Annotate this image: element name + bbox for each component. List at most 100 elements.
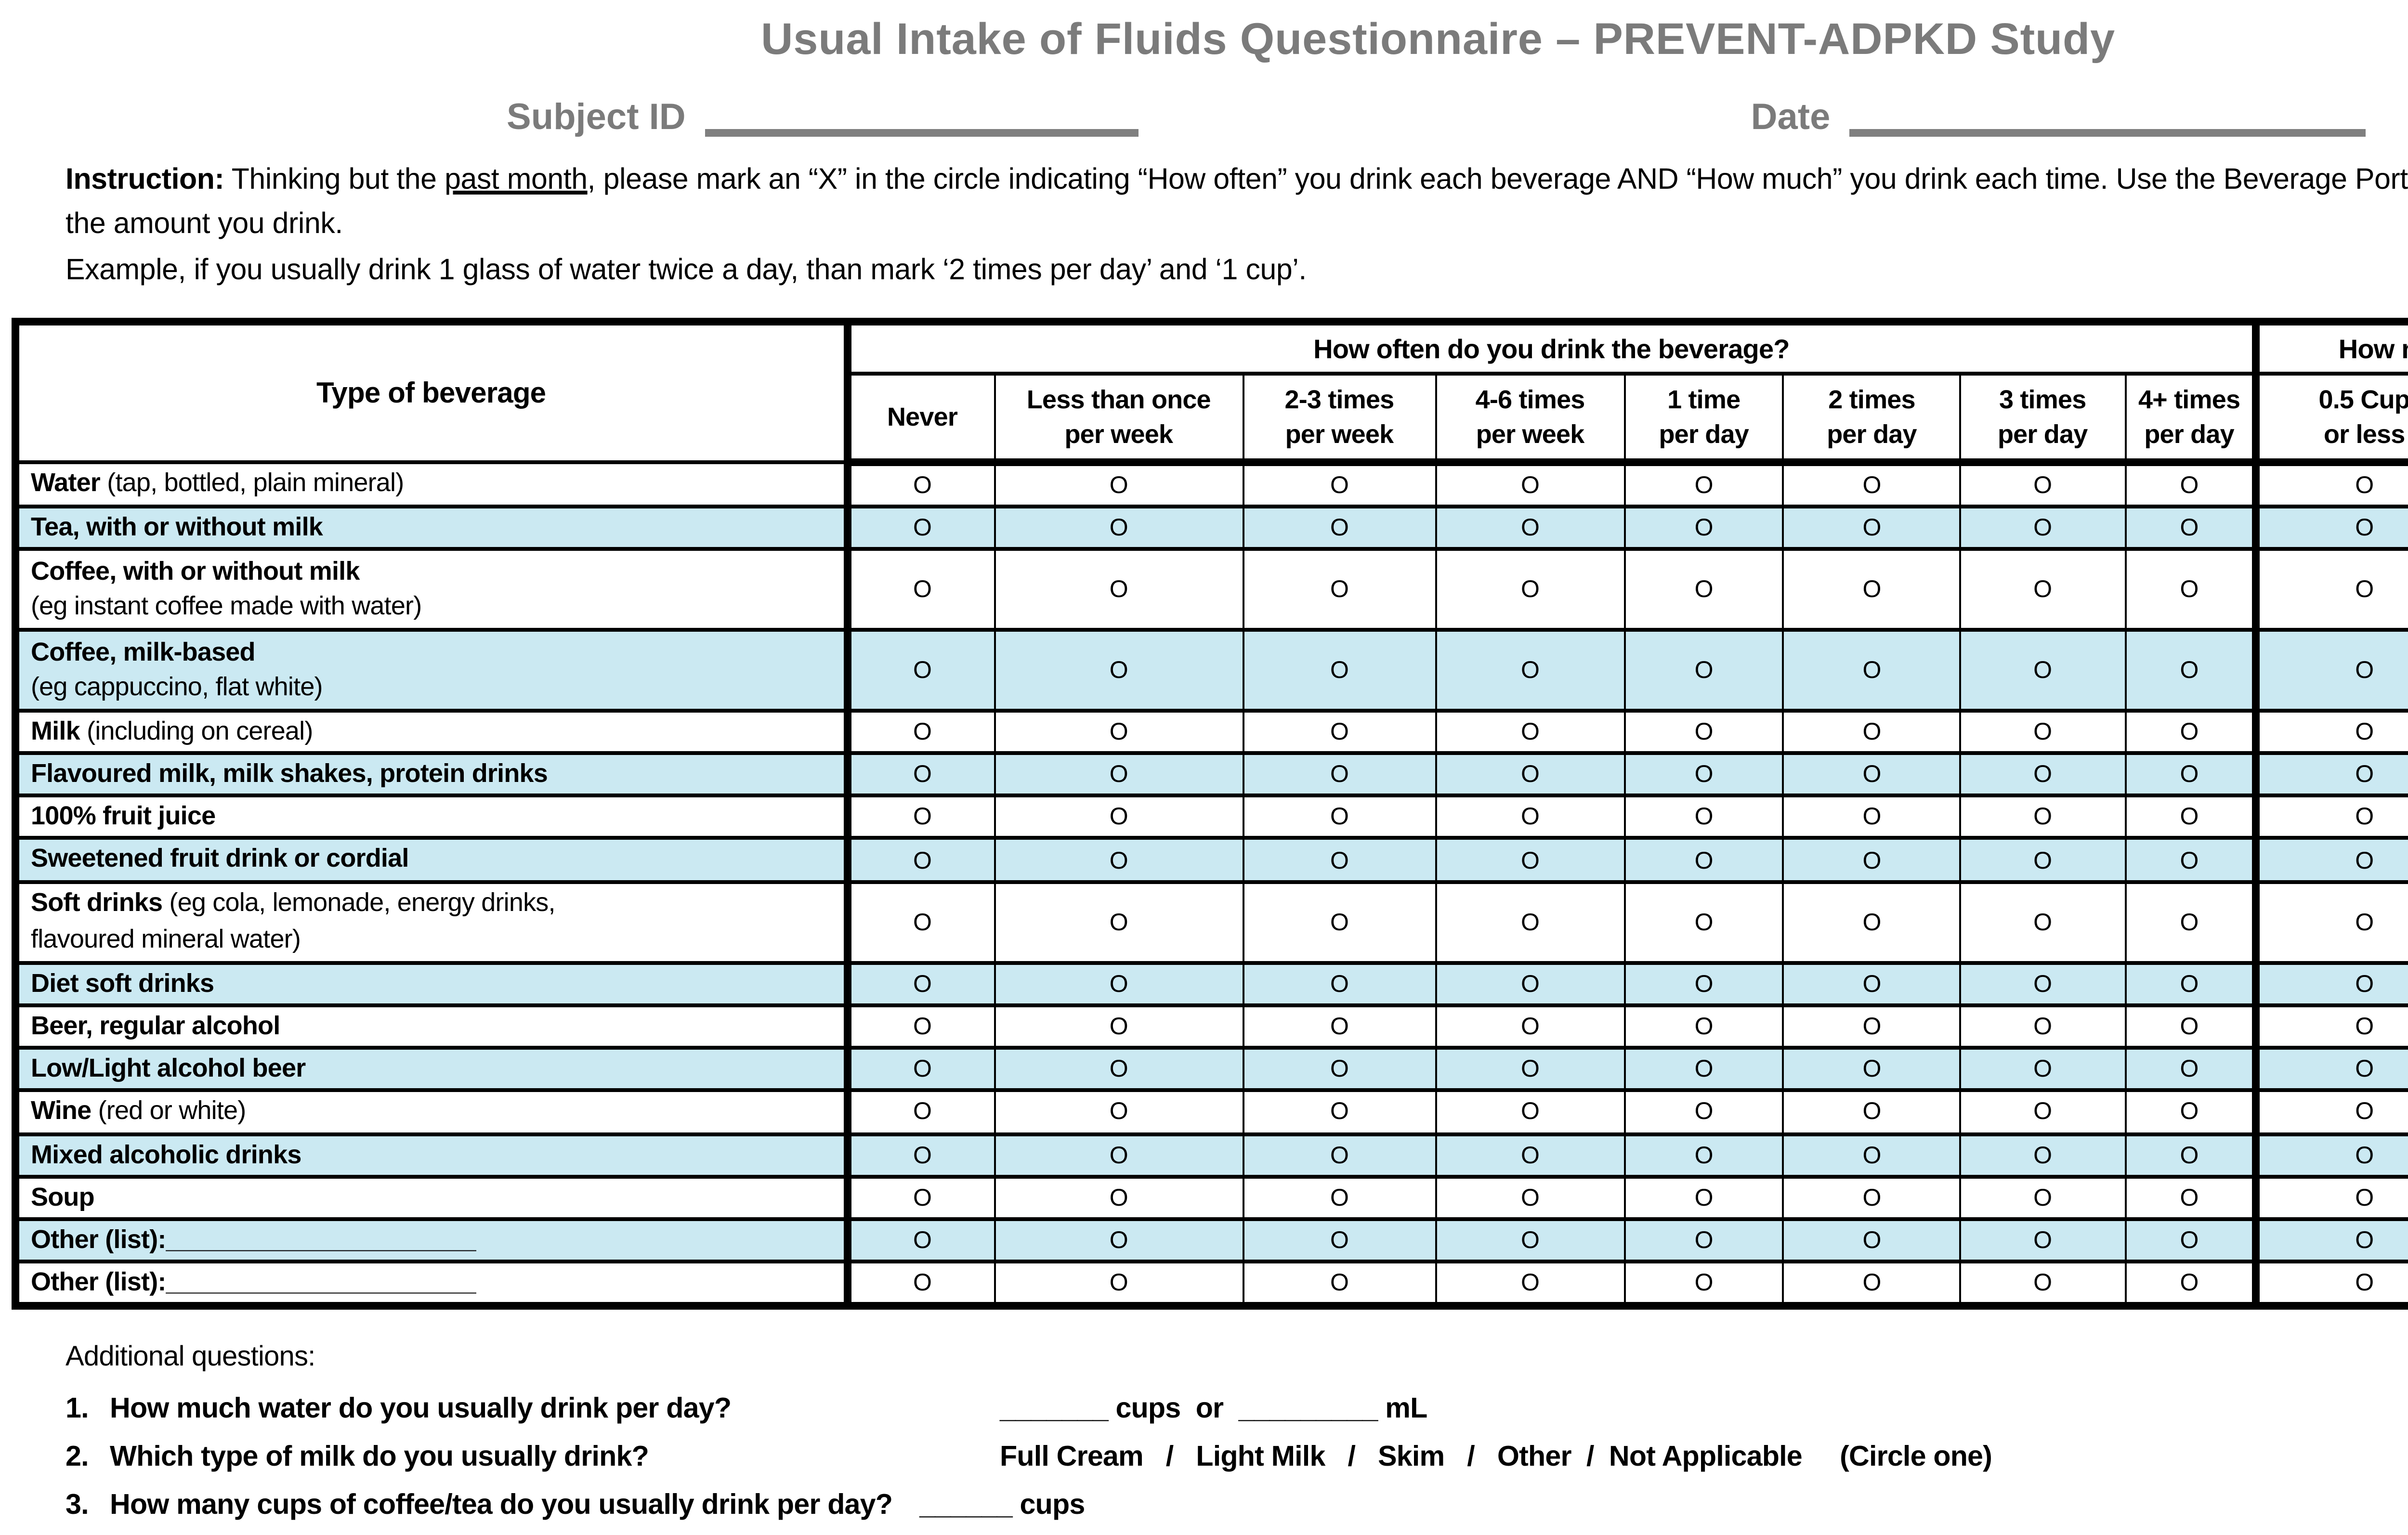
response-circle[interactable]: O: [2124, 1260, 2257, 1309]
response-circle[interactable]: O: [994, 546, 1243, 632]
response-circle[interactable]: O: [1435, 1132, 1625, 1179]
response-circle[interactable]: O: [1782, 1132, 1961, 1179]
response-circle[interactable]: O: [994, 708, 1243, 755]
response-circle[interactable]: O: [1782, 504, 1961, 551]
response-circle[interactable]: O: [1435, 836, 1625, 884]
response-circle[interactable]: O: [1782, 1217, 1961, 1264]
question-1-answer-blanks[interactable]: _______ cups or _________ mL: [1000, 1395, 1427, 1426]
response-circle[interactable]: O: [1782, 546, 1961, 632]
response-circle[interactable]: O: [843, 836, 996, 884]
response-circle[interactable]: O: [1242, 1217, 1437, 1264]
response-circle[interactable]: O: [2252, 461, 2408, 508]
response-circle[interactable]: O: [2252, 708, 2408, 755]
response-circle[interactable]: O: [1959, 1089, 2126, 1136]
response-circle[interactable]: O: [1623, 1260, 1785, 1309]
response-circle[interactable]: O: [1959, 1260, 2126, 1309]
response-circle[interactable]: O: [994, 504, 1243, 551]
response-circle[interactable]: O: [843, 627, 996, 713]
response-circle[interactable]: O: [1623, 1217, 1785, 1264]
response-circle[interactable]: O: [1242, 1174, 1437, 1222]
response-circle[interactable]: O: [1242, 960, 1437, 1007]
response-circle[interactable]: O: [843, 751, 996, 798]
response-circle[interactable]: O: [2252, 546, 2408, 632]
response-circle[interactable]: O: [2124, 461, 2257, 508]
response-circle[interactable]: O: [2252, 1217, 2408, 1264]
response-circle[interactable]: O: [1782, 1003, 1961, 1050]
response-circle[interactable]: O: [1623, 751, 1785, 798]
response-circle[interactable]: O: [1782, 879, 1961, 964]
response-circle[interactable]: O: [1959, 504, 2126, 551]
response-circle[interactable]: O: [1242, 836, 1437, 884]
response-circle[interactable]: O: [1242, 1089, 1437, 1136]
response-circle[interactable]: O: [1959, 836, 2126, 884]
response-circle[interactable]: O: [1435, 1217, 1625, 1264]
response-circle[interactable]: O: [1435, 708, 1625, 755]
response-circle[interactable]: O: [1242, 546, 1437, 632]
response-circle[interactable]: O: [1242, 1046, 1437, 1093]
response-circle[interactable]: O: [1959, 1174, 2126, 1222]
response-circle[interactable]: O: [994, 836, 1243, 884]
response-circle[interactable]: O: [843, 461, 996, 508]
response-circle[interactable]: O: [1959, 627, 2126, 713]
response-circle[interactable]: O: [1435, 504, 1625, 551]
response-circle[interactable]: O: [2252, 1089, 2408, 1136]
response-circle[interactable]: O: [1435, 960, 1625, 1007]
response-circle[interactable]: O: [1435, 1089, 1625, 1136]
response-circle[interactable]: O: [2124, 1046, 2257, 1093]
response-circle[interactable]: O: [1435, 1174, 1625, 1222]
response-circle[interactable]: O: [1782, 751, 1961, 798]
response-circle[interactable]: O: [1623, 1174, 1785, 1222]
response-circle[interactable]: O: [1623, 461, 1785, 508]
subject-id-blank[interactable]: [705, 123, 1139, 137]
response-circle[interactable]: O: [843, 1003, 996, 1050]
response-circle[interactable]: O: [994, 751, 1243, 798]
response-circle[interactable]: O: [994, 1174, 1243, 1222]
response-circle[interactable]: O: [843, 1046, 996, 1093]
response-circle[interactable]: O: [843, 1132, 996, 1179]
response-circle[interactable]: O: [1623, 1089, 1785, 1136]
response-circle[interactable]: O: [1242, 1003, 1437, 1050]
response-circle[interactable]: O: [1959, 960, 2126, 1007]
response-circle[interactable]: O: [1242, 708, 1437, 755]
response-circle[interactable]: O: [2252, 1046, 2408, 1093]
response-circle[interactable]: O: [994, 461, 1243, 508]
response-circle[interactable]: O: [1623, 879, 1785, 964]
response-circle[interactable]: O: [1959, 1003, 2126, 1050]
response-circle[interactable]: O: [2124, 1003, 2257, 1050]
response-circle[interactable]: O: [1435, 461, 1625, 508]
response-circle[interactable]: O: [1435, 1046, 1625, 1093]
response-circle[interactable]: O: [843, 794, 996, 841]
response-circle[interactable]: O: [2252, 1174, 2408, 1222]
response-circle[interactable]: O: [2124, 708, 2257, 755]
response-circle[interactable]: O: [1959, 794, 2126, 841]
response-circle[interactable]: O: [1782, 1046, 1961, 1093]
response-circle[interactable]: O: [994, 960, 1243, 1007]
response-circle[interactable]: O: [1782, 1260, 1961, 1309]
response-circle[interactable]: O: [1242, 879, 1437, 964]
response-circle[interactable]: O: [1623, 708, 1785, 755]
response-circle[interactable]: O: [1435, 751, 1625, 798]
response-circle[interactable]: O: [843, 960, 996, 1007]
response-circle[interactable]: O: [1623, 504, 1785, 551]
response-circle[interactable]: O: [843, 1260, 996, 1309]
response-circle[interactable]: O: [2124, 879, 2257, 964]
response-circle[interactable]: O: [1242, 751, 1437, 798]
response-circle[interactable]: O: [1623, 794, 1785, 841]
question-3-answer-blanks[interactable]: ______ cups: [919, 1491, 1085, 1522]
response-circle[interactable]: O: [1435, 1260, 1625, 1309]
response-circle[interactable]: O: [2124, 546, 2257, 632]
response-circle[interactable]: O: [1782, 960, 1961, 1007]
response-circle[interactable]: O: [1959, 879, 2126, 964]
response-circle[interactable]: O: [1959, 1132, 2126, 1179]
response-circle[interactable]: O: [843, 1089, 996, 1136]
response-circle[interactable]: O: [2252, 504, 2408, 551]
response-circle[interactable]: O: [2124, 1217, 2257, 1264]
response-circle[interactable]: O: [1623, 546, 1785, 632]
response-circle[interactable]: O: [1959, 546, 2126, 632]
response-circle[interactable]: O: [994, 794, 1243, 841]
response-circle[interactable]: O: [994, 1132, 1243, 1179]
response-circle[interactable]: O: [1623, 1003, 1785, 1050]
response-circle[interactable]: O: [2124, 504, 2257, 551]
response-circle[interactable]: O: [1782, 708, 1961, 755]
response-circle[interactable]: O: [994, 879, 1243, 964]
